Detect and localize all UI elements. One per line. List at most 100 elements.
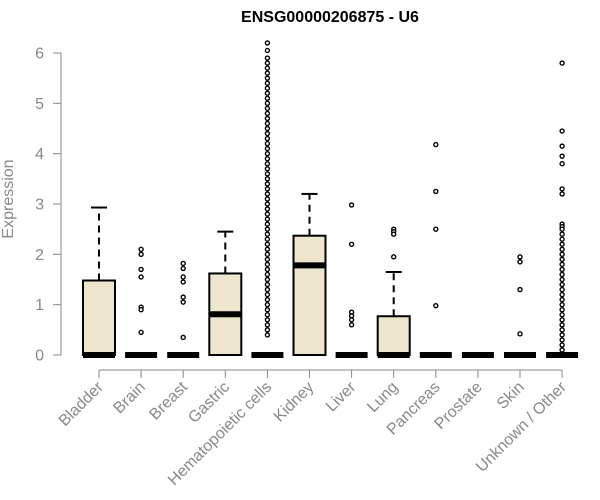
outlier-point bbox=[138, 307, 144, 313]
outlier-point bbox=[264, 317, 271, 323]
outlier-point bbox=[180, 260, 186, 267]
box-group bbox=[167, 260, 200, 358]
y-tick-label: 0 bbox=[35, 348, 44, 365]
outlier-point bbox=[264, 201, 271, 207]
outlier-point bbox=[264, 196, 271, 202]
plot-area bbox=[82, 40, 579, 358]
outlier-point bbox=[559, 286, 565, 293]
outlier-point bbox=[559, 322, 565, 328]
outlier-point bbox=[391, 231, 397, 237]
box-group bbox=[82, 206, 116, 358]
outlier-point bbox=[559, 327, 565, 333]
outlier-point bbox=[264, 231, 271, 237]
x-tick-label: Skin bbox=[494, 379, 528, 413]
outlier-point bbox=[264, 291, 271, 298]
outlier-point bbox=[559, 261, 565, 268]
outlier-point bbox=[264, 55, 271, 61]
y-tick-label: 1 bbox=[35, 297, 44, 314]
box-group bbox=[125, 246, 158, 358]
outlier-point bbox=[391, 254, 397, 260]
outlier-point bbox=[264, 70, 271, 76]
outlier-point bbox=[264, 100, 271, 107]
outlier-point bbox=[264, 241, 271, 247]
x-tick-label: Liver bbox=[323, 378, 360, 415]
y-tick-label: 4 bbox=[35, 146, 44, 163]
y-tick-label: 5 bbox=[35, 96, 44, 113]
outlier-point bbox=[559, 246, 565, 253]
outlier-point bbox=[264, 266, 271, 273]
outlier-point bbox=[180, 274, 186, 280]
outlier-point bbox=[559, 241, 565, 247]
y-axis-label: Expression bbox=[0, 159, 17, 238]
outlier-point bbox=[559, 60, 565, 66]
outlier-point bbox=[348, 322, 355, 328]
outlier-point bbox=[559, 281, 565, 288]
outlier-point bbox=[559, 332, 565, 338]
outlier-point bbox=[559, 226, 565, 232]
outlier-point bbox=[264, 226, 271, 232]
outlier-point bbox=[264, 75, 271, 81]
outlier-point bbox=[138, 246, 144, 253]
x-tick-label: Bladder bbox=[56, 378, 107, 429]
box-group bbox=[251, 40, 284, 358]
box-group bbox=[335, 202, 368, 358]
outlier-point bbox=[559, 307, 565, 313]
outlier-point bbox=[559, 347, 565, 353]
outlier-point bbox=[264, 251, 271, 258]
outlier-point bbox=[559, 342, 565, 348]
outlier-point bbox=[264, 171, 271, 177]
x-tick-label: Brain bbox=[110, 379, 148, 417]
outlier-point bbox=[264, 145, 271, 152]
box-group bbox=[376, 226, 411, 358]
outlier-point bbox=[517, 286, 523, 293]
outlier-point bbox=[264, 125, 271, 132]
outlier-point bbox=[264, 120, 271, 127]
x-tick-label: Lung bbox=[364, 379, 401, 416]
outlier-point bbox=[264, 130, 271, 137]
outlier-point bbox=[264, 161, 271, 167]
outlier-point bbox=[264, 296, 271, 303]
outlier-point bbox=[264, 211, 271, 217]
outlier-point bbox=[559, 153, 565, 159]
outlier-point bbox=[559, 301, 565, 308]
outlier-point bbox=[348, 202, 355, 208]
outlier-point bbox=[264, 47, 271, 54]
outlier-point bbox=[180, 294, 186, 300]
y-tick-label: 3 bbox=[35, 197, 44, 214]
outlier-point bbox=[559, 256, 565, 263]
outlier-point bbox=[264, 286, 271, 293]
outlier-point bbox=[264, 65, 271, 71]
outlier-point bbox=[264, 327, 271, 333]
box-group bbox=[208, 230, 243, 356]
box-group bbox=[419, 141, 452, 358]
x-tick-label: Breast bbox=[146, 378, 191, 423]
outlier-point bbox=[348, 241, 355, 247]
outlier-point bbox=[559, 266, 565, 273]
outlier-point bbox=[264, 40, 271, 46]
chart-title: ENSG00000206875 - U6 bbox=[241, 9, 419, 26]
outlier-point bbox=[559, 231, 565, 237]
outlier-point bbox=[559, 317, 565, 323]
outlier-point bbox=[517, 331, 523, 337]
outlier-point bbox=[517, 254, 523, 260]
outlier-point bbox=[264, 115, 271, 122]
outlier-point bbox=[264, 271, 271, 278]
outlier-point bbox=[264, 135, 271, 142]
outlier-point bbox=[264, 301, 271, 308]
outlier-point bbox=[264, 261, 271, 268]
outlier-point bbox=[180, 299, 186, 305]
outlier-point bbox=[559, 291, 565, 298]
outlier-point bbox=[517, 259, 523, 265]
box-group bbox=[546, 60, 579, 358]
outlier-point bbox=[180, 279, 186, 285]
outlier-point bbox=[264, 332, 271, 338]
outlier-point bbox=[180, 265, 186, 272]
box bbox=[376, 315, 411, 357]
box bbox=[82, 279, 116, 356]
outlier-point bbox=[264, 307, 271, 313]
outlier-point bbox=[264, 80, 271, 86]
outlier-point bbox=[559, 236, 565, 242]
outlier-point bbox=[264, 221, 271, 227]
